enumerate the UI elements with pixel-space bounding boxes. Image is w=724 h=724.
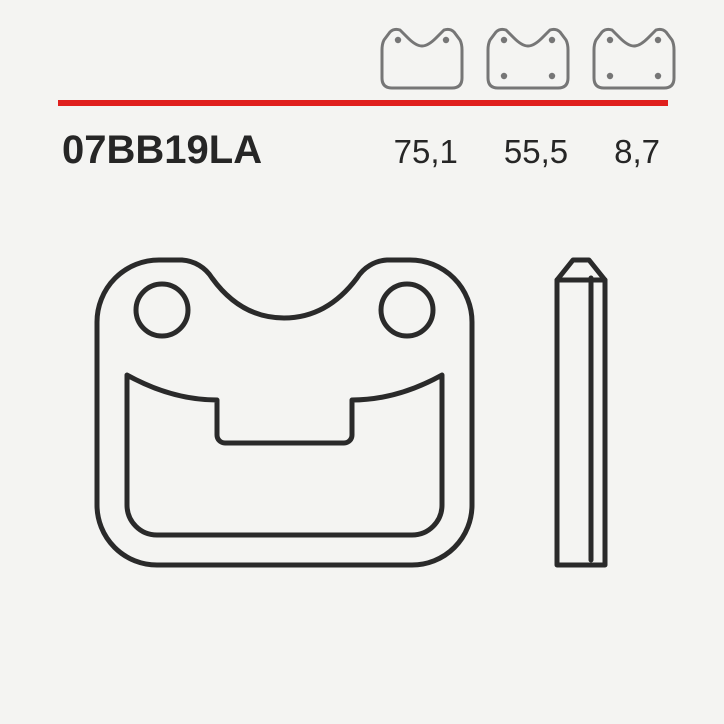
part-number: 07BB19LA bbox=[62, 128, 262, 173]
dimension-icon-row bbox=[378, 26, 678, 94]
dim-height: 55,5 bbox=[504, 133, 568, 171]
dim-width: 75,1 bbox=[394, 133, 458, 171]
technical-drawing bbox=[0, 210, 724, 710]
spec-row: 07BB19LA 75,1 55,5 8,7 bbox=[62, 128, 668, 173]
accent-divider bbox=[58, 100, 668, 106]
width-icon bbox=[378, 26, 466, 94]
dim-thickness: 8,7 bbox=[614, 133, 660, 171]
height-icon bbox=[484, 26, 572, 94]
thickness-icon bbox=[590, 26, 678, 94]
